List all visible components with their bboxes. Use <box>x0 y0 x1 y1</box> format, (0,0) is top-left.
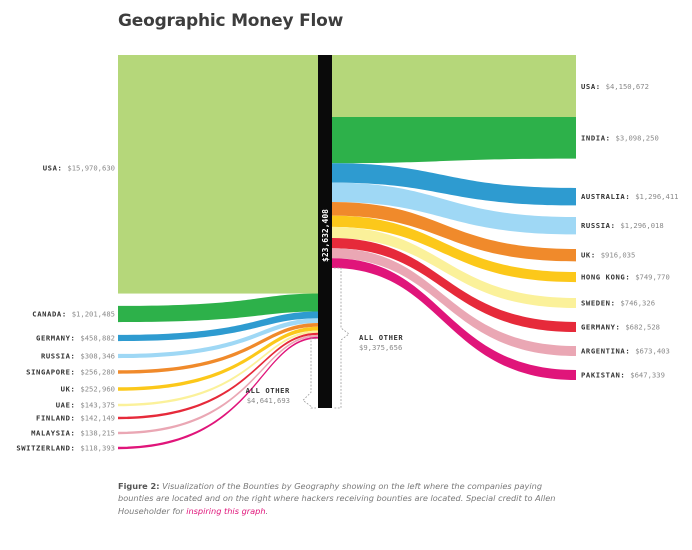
flow-dest-usa <box>332 55 576 118</box>
source-value: $308,346 <box>80 352 115 361</box>
dest-value: $916,035 <box>601 251 636 260</box>
dest-name: UK: <box>581 251 601 260</box>
dest-value: $746,326 <box>620 299 655 308</box>
dest-value: $749,770 <box>635 273 670 282</box>
source-value: $15,970,630 <box>67 164 115 173</box>
source-label-singapore: SINGAPORE: $256,280 <box>26 368 115 377</box>
source-value: $1,201,485 <box>72 310 115 319</box>
source-name: SWITZERLAND: <box>16 444 80 453</box>
dest-value: $682,528 <box>625 323 660 332</box>
caption-end: . <box>265 505 269 516</box>
flow-src-germany <box>118 311 318 342</box>
dest-name: PAKISTAN: <box>581 371 630 380</box>
dest-name: HONG KONG: <box>581 273 635 282</box>
flow-dest-india <box>332 116 576 164</box>
dest-label-sweden: SWEDEN: $746,326 <box>581 299 655 308</box>
source-label-germany: GERMANY: $458,882 <box>36 334 115 343</box>
source-other-value: $4,641,693 <box>247 396 290 405</box>
source-label-uk: UK: $252,960 <box>61 385 115 394</box>
dest-value: $1,296,411 <box>635 192 678 201</box>
source-label-usa: USA: $15,970,630 <box>43 164 115 173</box>
dest-value: $673,403 <box>635 347 670 356</box>
source-value: $142,149 <box>80 414 115 423</box>
dest-other-value: $9,375,656 <box>359 343 402 352</box>
dest-label-germany: GERMANY: $682,528 <box>581 323 660 332</box>
source-label-uae: UAE: $143,375 <box>56 401 115 410</box>
chart-title: Geographic Money Flow <box>118 11 344 31</box>
node-bars <box>118 55 318 294</box>
dest-label-argentina: ARGENTINA: $673,403 <box>581 347 670 356</box>
source-name: RUSSIA: <box>41 352 80 361</box>
flow-dest-sweden <box>332 226 576 309</box>
dest-value: $4,150,672 <box>606 82 649 91</box>
flow-dest-argentina <box>332 248 576 356</box>
source-value: $138,215 <box>80 429 115 438</box>
dest-label-pakistan: PAKISTAN: $647,339 <box>581 371 665 380</box>
dest-value: $3,098,250 <box>616 133 659 142</box>
flow-dest-russia <box>332 182 576 235</box>
flow-dest-hong-kong <box>332 215 576 283</box>
source-name: CANADA: <box>32 310 71 319</box>
source-other-amount: $4,641,693 <box>247 396 290 405</box>
dest-label-russia: RUSSIA: $1,296,018 <box>581 221 664 230</box>
dest-value: $1,296,018 <box>620 221 663 230</box>
source-value: $252,960 <box>80 385 115 394</box>
source-name: FINLAND: <box>36 414 80 423</box>
source-block-usa <box>118 55 318 294</box>
dest-value: $647,339 <box>630 371 665 380</box>
dest-other-label: ALL OTHER <box>359 333 403 342</box>
caption-text: Visualization of the Bounties by Geograp… <box>118 481 556 516</box>
dest-name: ARGENTINA: <box>581 347 635 356</box>
dest-name: GERMANY: <box>581 323 625 332</box>
source-label-finland: FINLAND: $142,149 <box>36 414 115 423</box>
flow-dest-australia <box>332 163 576 206</box>
source-other-label: ALL OTHER <box>246 386 290 395</box>
flow-src-canada <box>118 293 318 323</box>
source-name: USA: <box>43 164 68 173</box>
source-value: $458,882 <box>80 334 115 343</box>
source-value: $118,393 <box>80 444 115 453</box>
source-other-name: ALL OTHER <box>246 386 290 395</box>
flow-src-russia <box>118 318 318 359</box>
source-name: SINGAPORE: <box>26 368 80 377</box>
dest-name: RUSSIA: <box>581 221 620 230</box>
source-label-canada: CANADA: $1,201,485 <box>32 310 115 319</box>
dest-name: INDIA: <box>581 133 616 142</box>
dest-name: SWEDEN: <box>581 299 620 308</box>
flow-src-singapore <box>118 322 318 374</box>
dest-other-amount: $9,375,656 <box>359 343 402 352</box>
figure-caption: Figure 2: Visualization of the Bounties … <box>118 480 578 517</box>
source-name: GERMANY: <box>36 334 80 343</box>
source-name: UAE: <box>56 401 81 410</box>
source-label-russia: RUSSIA: $308,346 <box>41 352 115 361</box>
source-label-malaysia: MALAYSIA: $138,215 <box>31 429 115 438</box>
dest-label-india: INDIA: $3,098,250 <box>581 133 659 142</box>
center-total-bar-rect <box>318 55 332 408</box>
flow-dest-germany <box>332 238 576 332</box>
dest-name: USA: <box>581 82 606 91</box>
source-value: $143,375 <box>80 401 115 410</box>
dest-name: AUSTRALIA: <box>581 192 635 201</box>
source-name: MALAYSIA: <box>31 429 80 438</box>
caption-figure-label: Figure 2: <box>118 481 160 491</box>
source-value: $256,280 <box>80 368 115 377</box>
caption-link[interactable]: inspiring this graph <box>186 505 266 516</box>
right-flows <box>332 55 576 380</box>
dest-label-hong-kong: HONG KONG: $749,770 <box>581 273 670 282</box>
source-name: UK: <box>61 385 81 394</box>
dest-label-australia: AUSTRALIA: $1,296,411 <box>581 192 678 201</box>
source-label-switzerland: SWITZERLAND: $118,393 <box>16 444 115 453</box>
dest-other-name: ALL OTHER <box>359 333 403 342</box>
flow-dest-uk <box>332 202 576 262</box>
center-total-label: $23,632,408 <box>321 209 330 262</box>
center-total-bar: $23,632,408 <box>318 55 332 408</box>
dest-label-uk: UK: $916,035 <box>581 251 635 260</box>
left-flows <box>118 293 318 450</box>
source-other-bracket <box>302 338 316 409</box>
node-labels: USA: $15,970,630 CANADA: $1,201,485 GERMAN… <box>16 82 678 453</box>
dest-other-bracket <box>334 267 350 409</box>
dest-label-usa: USA: $4,150,672 <box>581 82 649 91</box>
